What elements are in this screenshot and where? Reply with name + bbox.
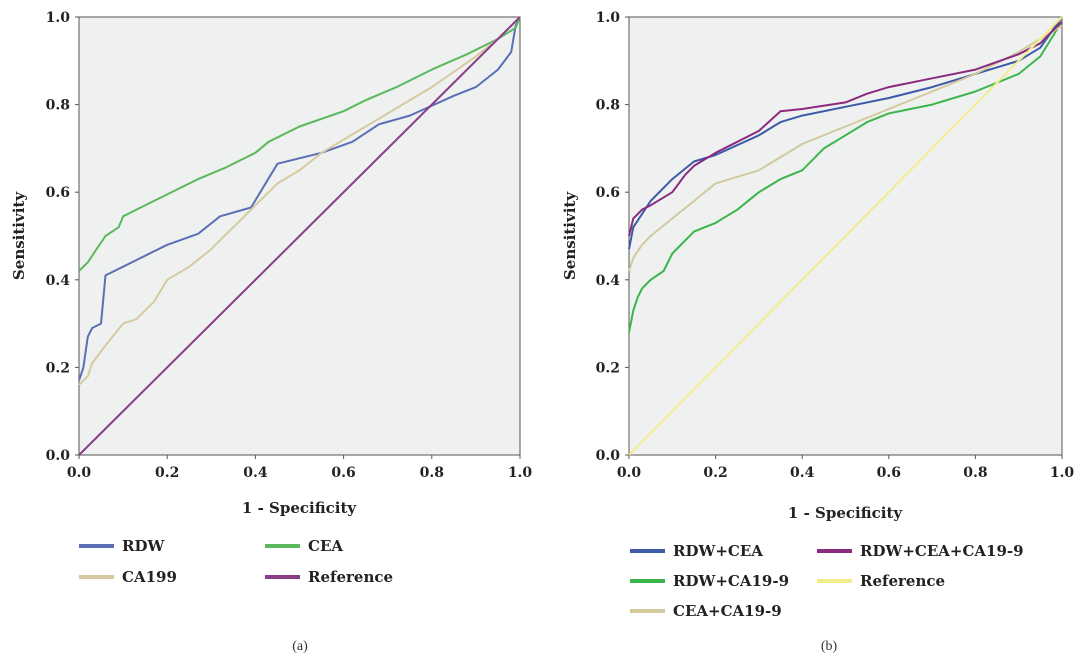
x-tick-label: 0.0 xyxy=(67,465,92,481)
y-axis-title-b: Sensitivity xyxy=(561,191,579,280)
x-tick-label: 0.6 xyxy=(331,465,355,481)
legend-label-rdw-cea: RDW+CEA xyxy=(673,542,763,560)
x-axis-title-b: 1 - Specificity xyxy=(788,504,903,522)
series-line-rdw-cea xyxy=(628,16,1063,250)
y-tick-label: 0.6 xyxy=(596,185,620,201)
legend-label-ca199: CA199 xyxy=(122,568,177,586)
roc-panel-b: 0.0 0.2 0.4 0.6 0.8 1.0 0.0 0.2 0.4 0.6 0.8 1.0 1 -… xyxy=(561,10,1074,654)
series-line-rdw-ca19-9 xyxy=(628,20,1063,333)
y-tick-label: 0.4 xyxy=(596,273,621,289)
y-tick-label: 0.2 xyxy=(46,360,70,376)
x-tick-label: 0.2 xyxy=(703,465,727,481)
legend-label-rdw-ca19-9: RDW+CA19-9 xyxy=(673,572,789,590)
x-tick-label: 0.4 xyxy=(790,465,815,481)
legend-label-reference: Reference xyxy=(308,568,393,586)
series-line-cea-ca19-9 xyxy=(628,24,1063,272)
panel-caption-a: (a) xyxy=(292,639,308,654)
x-tick-label: 0.8 xyxy=(963,465,987,481)
panel-caption-b: (b) xyxy=(821,639,838,654)
x-tick-label: 0.8 xyxy=(420,465,444,481)
y-tick-label: 0.0 xyxy=(46,448,71,464)
x-tick-label: 0.2 xyxy=(155,465,179,481)
y-tick-label: 0.4 xyxy=(46,273,71,289)
series-line-rdw xyxy=(78,16,521,381)
x-tick-label: 1.0 xyxy=(1050,465,1075,481)
legend-label-rdw: RDW xyxy=(122,537,165,555)
roc-panel-a: 0.0 0.2 0.4 0.6 0.8 1.0 0.0 0.2 0.4 0.6 0.8 1.0 1 -… xyxy=(10,10,532,654)
legend-label-cea-ca19-9: CEA+CA19-9 xyxy=(673,602,782,620)
legend-a: RDW CEA CA199 Reference xyxy=(79,537,393,586)
y-tick-label: 1.0 xyxy=(596,10,621,26)
series-line-ca199 xyxy=(78,16,521,386)
legend-label-cea: CEA xyxy=(308,537,343,555)
y-tick-label: 0.2 xyxy=(596,360,620,376)
legend-b: RDW+CEA RDW+CA19-9 CEA+CA19-9 RDW+CEA+CA19-… xyxy=(630,542,1024,620)
y-tick-label: 0.8 xyxy=(596,98,620,114)
x-axis-title-a: 1 - Specificity xyxy=(242,499,357,517)
series-line-reference xyxy=(628,16,1063,456)
series-line-cea xyxy=(78,16,521,272)
legend-label-reference: Reference xyxy=(860,572,945,590)
legend-label-rdw-cea-ca19-9: RDW+CEA+CA19-9 xyxy=(860,542,1024,560)
series-line-reference xyxy=(78,16,521,456)
y-tick-label: 0.0 xyxy=(596,448,621,464)
x-tick-label: 1.0 xyxy=(508,465,533,481)
x-tick-label: 0.4 xyxy=(243,465,268,481)
series-line-rdw-cea-ca19-9 xyxy=(628,20,1063,237)
y-tick-label: 0.6 xyxy=(46,185,70,201)
x-tick-label: 0.0 xyxy=(617,465,642,481)
y-tick-label: 0.8 xyxy=(46,98,70,114)
y-tick-label: 1.0 xyxy=(46,10,71,26)
x-tick-label: 0.6 xyxy=(877,465,901,481)
y-axis-title-a: Sensitivity xyxy=(10,191,28,280)
